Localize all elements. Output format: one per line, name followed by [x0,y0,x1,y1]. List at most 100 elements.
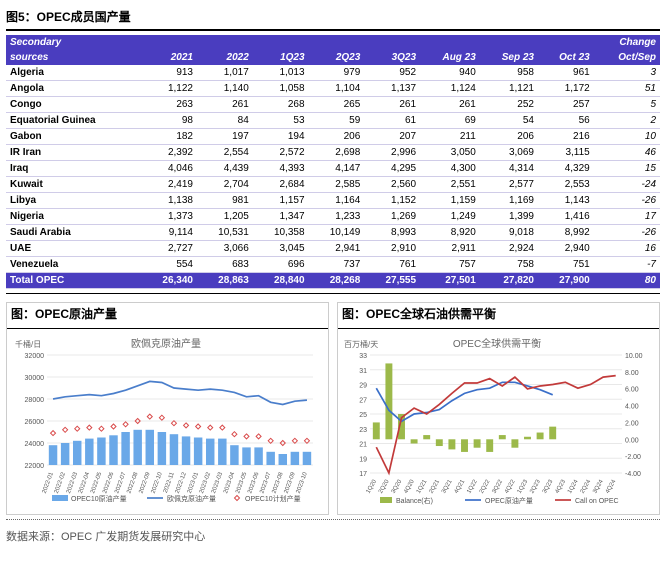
cell: 17 [594,209,660,225]
cell: 216 [538,129,594,145]
cell: 1,138 [141,193,197,209]
cell: 5 [594,97,660,113]
cell: 53 [253,113,309,129]
cell: 1,122 [141,81,197,97]
cell: 84 [197,113,253,129]
cell: -7 [594,257,660,273]
cell: 59 [309,113,365,129]
svg-text:2Q24: 2Q24 [580,478,593,494]
cell: -26 [594,225,660,241]
svg-text:33: 33 [359,353,367,360]
chart-panel-right: 图：OPEC全球石油供需平衡 171921232527293133-4.00-2… [337,302,660,515]
cell: 257 [538,97,594,113]
svg-text:6.00: 6.00 [625,387,639,394]
cell: 261 [420,97,480,113]
svg-text:10.00: 10.00 [625,353,643,360]
cell: 2,585 [309,177,365,193]
col-header: 2022 [197,50,253,65]
cell: 206 [480,129,538,145]
svg-text:1Q20: 1Q20 [365,478,378,494]
row-label: IR Iran [6,145,141,161]
svg-text:17: 17 [359,471,367,478]
col-header: 2Q23 [309,50,365,65]
svg-text:2022-03: 2022-03 [66,471,79,494]
total-cell: 28,268 [309,273,365,289]
svg-text:30000: 30000 [25,375,45,382]
cell: 3 [594,65,660,81]
cell: 2,419 [141,177,197,193]
svg-text:32000: 32000 [25,353,45,360]
svg-text:4Q24: 4Q24 [605,478,618,494]
cell: 1,137 [364,81,420,97]
cell: 2,996 [364,145,420,161]
row-label: Saudi Arabia [6,225,141,241]
cell: 757 [420,257,480,273]
cell: 54 [480,113,538,129]
cell: 1,205 [197,209,253,225]
cell: 1,269 [364,209,420,225]
cell: 3,066 [197,241,253,257]
cell: 696 [253,257,309,273]
cell: 2,553 [538,177,594,193]
col-header: sources [6,50,141,65]
cell: 1,121 [480,81,538,97]
svg-text:1Q23: 1Q23 [517,478,530,494]
svg-text:3Q21: 3Q21 [441,478,454,494]
svg-text:23: 23 [359,427,367,434]
cell: 98 [141,113,197,129]
cell: 940 [420,65,480,81]
svg-text:31: 31 [359,368,367,375]
cell: 4,329 [538,161,594,177]
cell: 2,684 [253,177,309,193]
cell: 958 [480,65,538,81]
rule-top [6,29,660,31]
cell: 2,924 [480,241,538,257]
cell: 761 [364,257,420,273]
cell: 2,577 [480,177,538,193]
cell: 1,143 [538,193,594,209]
cell: 4,300 [420,161,480,177]
cell: 1,347 [253,209,309,225]
cell: 9,018 [480,225,538,241]
svg-text:2023-08: 2023-08 [271,471,284,494]
chart-right-svg: 171921232527293133-4.00-2.000.002.004.00… [342,337,652,507]
cell: 2,572 [253,145,309,161]
svg-text:2023-05: 2023-05 [235,471,248,494]
cell: 10,358 [253,225,309,241]
svg-text:1Q22: 1Q22 [466,478,479,494]
svg-text:2.00: 2.00 [625,420,639,427]
svg-text:25: 25 [359,412,367,419]
total-cell: 27,555 [364,273,420,289]
row-label: Nigeria [6,209,141,225]
cell: 1,169 [480,193,538,209]
col-header [480,35,538,50]
chart-right-panel-title: 图：OPEC全球石油供需平衡 [338,303,659,324]
cell: 4,147 [309,161,365,177]
svg-text:2023-02: 2023-02 [199,471,212,494]
svg-text:-4.00: -4.00 [625,471,641,478]
cell: 3,045 [253,241,309,257]
cell: 2,551 [420,177,480,193]
cell: 1,373 [141,209,197,225]
col-header: Oct 23 [538,50,594,65]
svg-text:26000: 26000 [25,419,45,426]
svg-text:欧佩克原油产量: 欧佩克原油产量 [131,337,201,350]
row-label: Algeria [6,65,141,81]
col-header [538,35,594,50]
svg-text:2Q20: 2Q20 [378,478,391,494]
cell: 1,416 [538,209,594,225]
svg-text:OPEC10原油产量: OPEC10原油产量 [71,494,127,503]
rule [7,328,328,329]
svg-text:3Q24: 3Q24 [592,478,605,494]
cell: 1,104 [309,81,365,97]
cell: 4,295 [364,161,420,177]
cell: 69 [420,113,480,129]
svg-text:2023-03: 2023-03 [211,471,224,494]
cell: 207 [364,129,420,145]
cell: 2,698 [309,145,365,161]
cell: 683 [197,257,253,273]
svg-text:2022-05: 2022-05 [90,471,103,494]
cell: 2,392 [141,145,197,161]
cell: 3,050 [420,145,480,161]
cell: 2,704 [197,177,253,193]
